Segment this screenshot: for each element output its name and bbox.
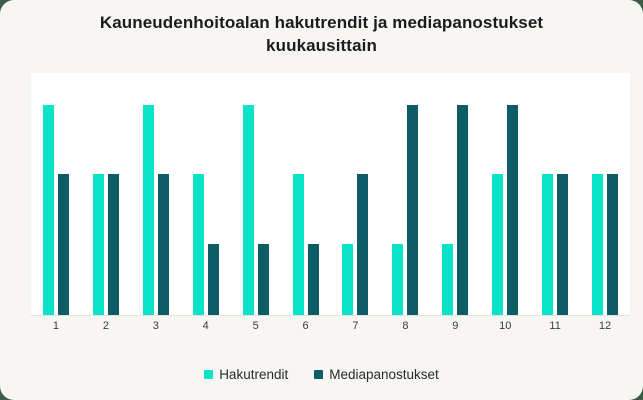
bar-hakutrendit-8 (392, 243, 404, 315)
bar-mediapanostukset-7 (357, 174, 369, 315)
x-tick-label-7: 7 (352, 320, 359, 332)
legend-swatch-mediapanostukset (314, 370, 324, 379)
bar-group-5 (242, 105, 269, 315)
legend-label-hakutrendit: Hakutrendit (219, 367, 289, 382)
legend-item-hakutrendit: Hakutrendit (204, 367, 288, 382)
bar-group-11 (542, 174, 569, 315)
x-tick-label-1: 1 (52, 320, 60, 332)
bar-mediapanostukset-5 (257, 243, 269, 315)
x-tick-label-11: 11 (549, 320, 561, 332)
x-tick-label-12: 12 (598, 320, 612, 332)
x-axis-labels: 1 2 3 4 5 6 7 8 9 10 11 12 (31, 320, 630, 334)
bar-group-12 (592, 174, 619, 315)
bar-group-2 (92, 174, 119, 315)
bar-group-9 (442, 105, 469, 315)
bar-hakutrendit-1 (42, 105, 54, 315)
bar-mediapanostukset-8 (407, 105, 419, 315)
bar-group-7 (342, 174, 369, 315)
bar-mediapanostukset-9 (457, 105, 469, 315)
bar-mediapanostukset-4 (207, 243, 219, 315)
x-tick-label-9: 9 (452, 320, 459, 332)
bar-mediapanostukset-2 (107, 174, 119, 315)
legend-item-mediapanostukset: Mediapanostukset (314, 367, 439, 382)
bar-hakutrendit-5 (242, 105, 254, 315)
bar-group-10 (492, 105, 519, 315)
x-tick-label-4: 4 (202, 320, 209, 332)
bar-group-1 (42, 105, 69, 315)
bar-group-3 (142, 105, 169, 315)
x-tick-label-3: 3 (152, 320, 159, 332)
bar-mediapanostukset-12 (607, 174, 619, 315)
x-tick-label-2: 2 (102, 320, 109, 332)
legend-swatch-hakutrendit (204, 370, 214, 379)
bar-mediapanostukset-3 (157, 174, 169, 315)
x-tick-label-6: 6 (302, 320, 309, 332)
bar-hakutrendit-2 (92, 174, 104, 315)
bar-group-4 (192, 174, 219, 315)
bar-group-8 (392, 105, 419, 315)
plot-area (31, 73, 630, 316)
bar-hakutrendit-3 (142, 105, 154, 315)
bar-hakutrendit-7 (342, 243, 354, 315)
bar-hakutrendit-4 (192, 174, 204, 315)
chart-title: Kauneudenhoitoalan hakutrendit ja mediap… (99, 13, 544, 55)
bar-hakutrendit-11 (542, 174, 554, 315)
bar-mediapanostukset-11 (557, 174, 569, 315)
bar-hakutrendit-10 (492, 174, 504, 315)
bar-mediapanostukset-1 (57, 174, 69, 315)
legend-label-mediapanostukset: Mediapanostukset (329, 367, 439, 382)
bar-hakutrendit-12 (592, 174, 604, 315)
bar-hakutrendit-6 (292, 174, 304, 315)
x-tick-label-5: 5 (252, 320, 259, 332)
x-tick-label-10: 10 (499, 320, 512, 332)
bar-group-6 (292, 174, 319, 315)
legend: Hakutrendit Mediapanostukset (0, 367, 643, 382)
x-tick-label-8: 8 (402, 320, 409, 332)
bar-hakutrendit-9 (442, 243, 454, 315)
bar-mediapanostukset-10 (507, 105, 519, 315)
bar-mediapanostukset-6 (307, 243, 319, 315)
